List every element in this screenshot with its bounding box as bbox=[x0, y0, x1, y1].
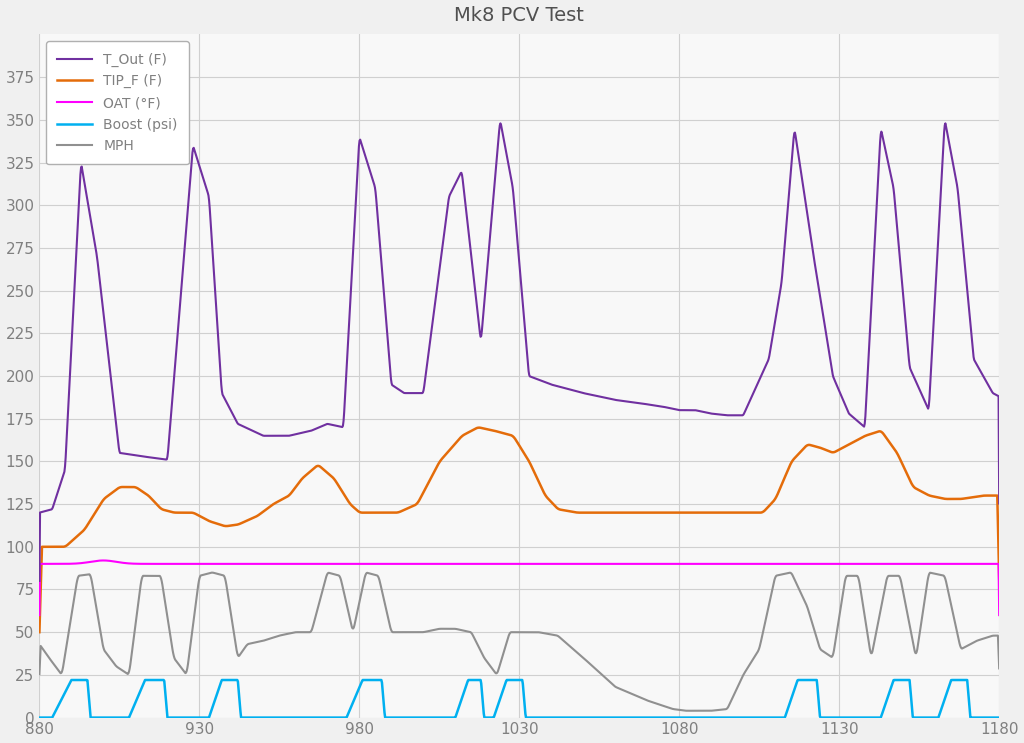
Boost (psi) bbox=[33, 713, 45, 722]
TIP_F (F) bbox=[461, 429, 473, 438]
Title: Mk8 PCV Test: Mk8 PCV Test bbox=[455, 5, 585, 25]
Boost (psi) bbox=[478, 713, 490, 722]
MPH bbox=[461, 627, 473, 636]
OAT (°F) bbox=[109, 557, 121, 566]
T_Out (F) bbox=[461, 209, 473, 218]
Line: Boost (psi): Boost (psi) bbox=[39, 680, 999, 718]
T_Out (F) bbox=[477, 305, 489, 314]
MPH bbox=[441, 624, 454, 633]
Boost (psi) bbox=[109, 713, 121, 722]
OAT (°F) bbox=[147, 559, 160, 568]
TIP_F (F) bbox=[478, 424, 490, 433]
Line: OAT (°F): OAT (°F) bbox=[39, 560, 999, 615]
T_Out (F) bbox=[146, 453, 159, 462]
MPH bbox=[108, 658, 120, 667]
T_Out (F) bbox=[993, 499, 1006, 508]
Boost (psi) bbox=[580, 713, 592, 722]
OAT (°F) bbox=[33, 611, 45, 620]
T_Out (F) bbox=[939, 119, 951, 128]
Boost (psi) bbox=[441, 713, 454, 722]
T_Out (F) bbox=[580, 389, 592, 398]
MPH bbox=[478, 654, 490, 663]
TIP_F (F) bbox=[993, 574, 1006, 583]
MPH bbox=[681, 707, 693, 716]
TIP_F (F) bbox=[440, 449, 453, 458]
TIP_F (F) bbox=[108, 487, 120, 496]
OAT (°F) bbox=[478, 559, 490, 568]
MPH bbox=[146, 571, 159, 580]
MPH bbox=[206, 568, 218, 577]
OAT (°F) bbox=[461, 559, 473, 568]
TIP_F (F) bbox=[580, 508, 592, 517]
T_Out (F) bbox=[33, 577, 45, 585]
Boost (psi) bbox=[66, 675, 78, 684]
MPH bbox=[580, 656, 592, 665]
OAT (°F) bbox=[97, 556, 110, 565]
T_Out (F) bbox=[108, 398, 120, 407]
Boost (psi) bbox=[147, 675, 160, 684]
OAT (°F) bbox=[441, 559, 454, 568]
OAT (°F) bbox=[580, 559, 592, 568]
TIP_F (F) bbox=[33, 628, 45, 637]
OAT (°F) bbox=[993, 611, 1006, 620]
Boost (psi) bbox=[993, 713, 1006, 722]
Line: TIP_F (F): TIP_F (F) bbox=[39, 428, 999, 632]
MPH bbox=[33, 669, 45, 678]
TIP_F (F) bbox=[473, 424, 485, 432]
Line: T_Out (F): T_Out (F) bbox=[39, 123, 999, 581]
Legend: T_Out (F), TIP_F (F), OAT (°F), Boost (psi), MPH: T_Out (F), TIP_F (F), OAT (°F), Boost (p… bbox=[46, 42, 188, 164]
TIP_F (F) bbox=[146, 496, 159, 504]
T_Out (F) bbox=[440, 210, 453, 218]
MPH bbox=[993, 664, 1006, 673]
Line: MPH: MPH bbox=[39, 573, 999, 711]
Boost (psi) bbox=[461, 678, 473, 687]
